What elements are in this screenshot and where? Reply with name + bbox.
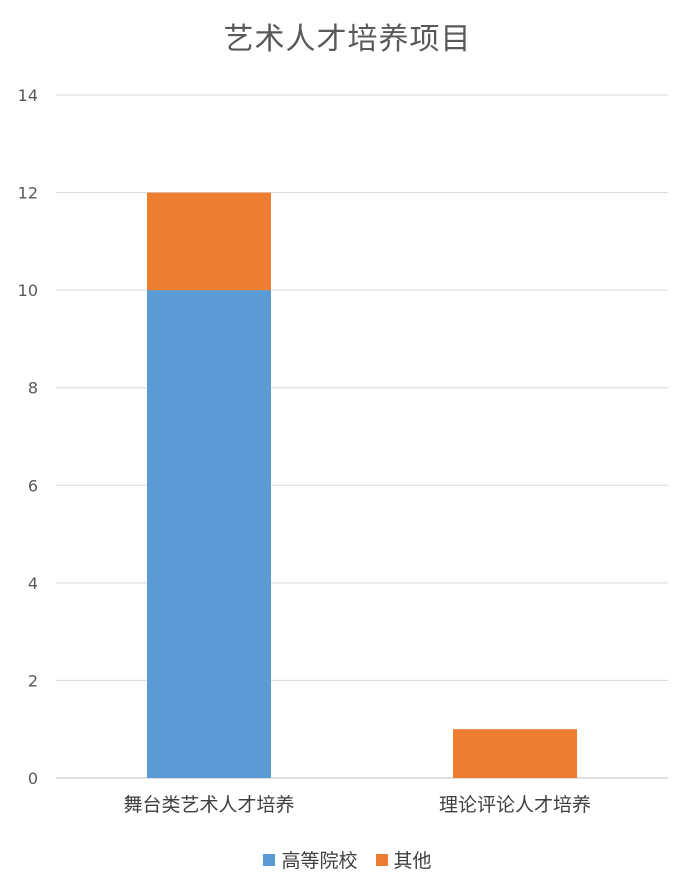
legend-swatch-series-1 [375, 853, 388, 866]
chart-title: 艺术人才培养项目 [223, 22, 472, 57]
y-tick-label-4: 4 [28, 574, 38, 593]
legend-label-series-1: 其他 [393, 850, 432, 872]
bar-series-0-category-0 [147, 290, 271, 778]
y-tick-label-6: 6 [28, 476, 38, 495]
y-tick-label-10: 10 [18, 281, 38, 300]
x-category-label-1: 理论评论人才培养 [439, 794, 591, 816]
x-category-label-0: 舞台类艺术人才培养 [123, 794, 294, 816]
legend-item-series-1: 其他 [375, 846, 432, 873]
legend: 高等院校 其他 [0, 846, 695, 873]
y-tick-label-0: 0 [28, 769, 38, 788]
legend-label-series-0: 高等院校 [281, 850, 358, 872]
y-tick-label-14: 14 [18, 86, 38, 105]
bar-series-1-category-1 [453, 729, 577, 778]
legend-item-series-0: 高等院校 [263, 846, 358, 873]
y-tick-label-8: 8 [28, 379, 38, 398]
bar-series-1-category-0 [147, 192, 271, 291]
legend-swatch-series-0 [263, 853, 276, 866]
y-tick-label-2: 2 [28, 671, 38, 690]
y-tick-label-12: 12 [18, 184, 38, 203]
